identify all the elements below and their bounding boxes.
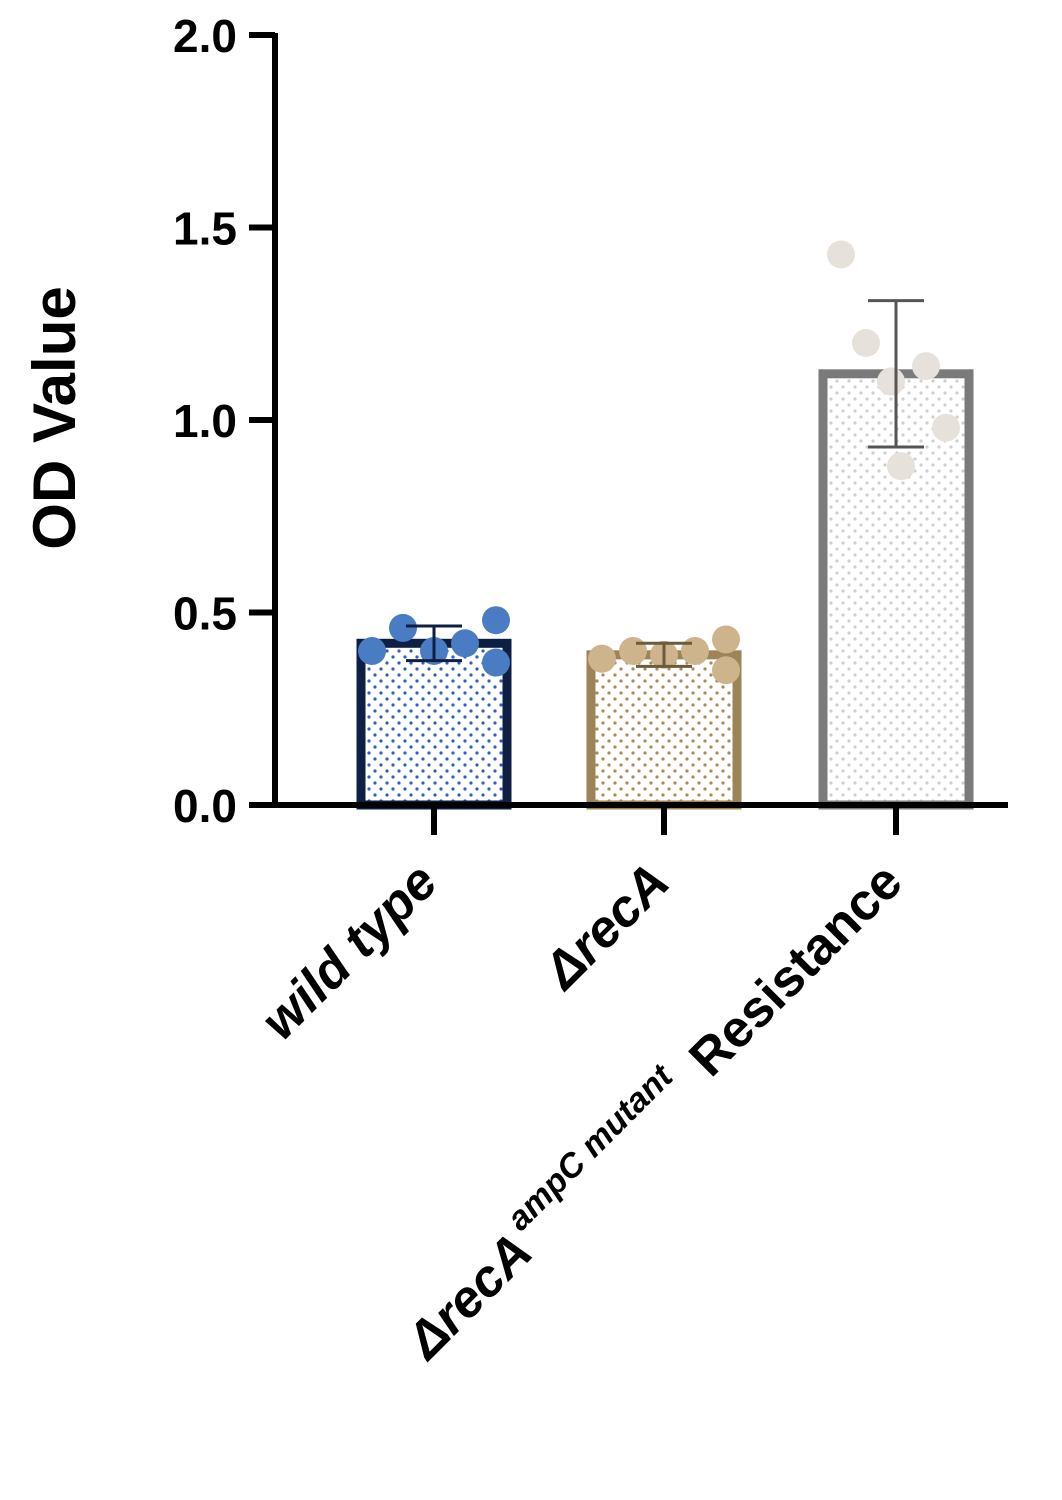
data-point (712, 656, 740, 685)
data-point (932, 413, 960, 442)
data-point (887, 452, 915, 481)
axes-layer: 0.0 0.5 1.0 1.5 2.0 (173, 10, 1008, 835)
data-point (389, 613, 417, 642)
data-point (877, 367, 905, 396)
x-category-label-1: wild type (250, 852, 448, 1050)
data-point (588, 644, 616, 673)
data-point (482, 648, 510, 677)
data-point (681, 637, 709, 665)
data-point (852, 329, 880, 357)
data-point (358, 637, 386, 665)
x-category-suffix: Resistance (678, 852, 913, 1087)
data-point (912, 352, 940, 381)
x-category-label-2: ΔrecA (532, 852, 681, 1001)
y-tick-label: 2.0 (173, 10, 237, 62)
y-axis-title: OD Value (21, 286, 88, 549)
error-bar-2 (636, 641, 692, 668)
y-tick-label: 1.5 (173, 203, 237, 255)
error-bars-layer (406, 299, 924, 668)
data-point (619, 637, 647, 665)
data-point (482, 606, 510, 635)
error-bar-3 (868, 299, 924, 449)
error-bar-1 (406, 624, 462, 663)
y-tick-label: 0.0 (173, 780, 237, 832)
points-layer (358, 240, 960, 685)
y-tick-label: 1.0 (173, 395, 237, 447)
x-category-text: ΔrecA (532, 852, 681, 1001)
data-point (451, 629, 479, 658)
data-point (712, 625, 740, 654)
y-tick-label: 0.5 (173, 588, 237, 640)
x-category-main: ΔrecAampC mutant (388, 1056, 703, 1371)
data-point (827, 240, 855, 269)
bars-layer (356, 369, 974, 810)
x-category-text: wild type (250, 852, 448, 1050)
